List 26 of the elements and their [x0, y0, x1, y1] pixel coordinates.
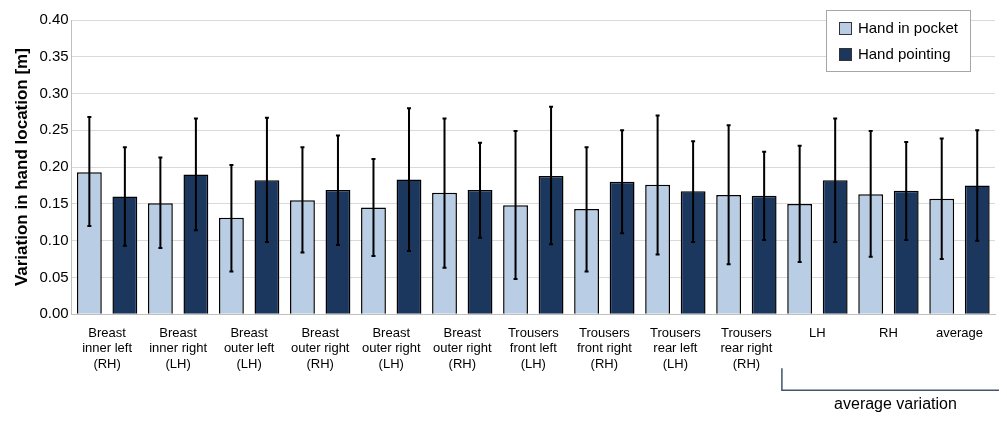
x-tick-label: RH: [879, 324, 898, 340]
y-tick-label: 0.25: [39, 120, 69, 138]
x-tick-label: Trousers rear left (LH): [649, 324, 702, 371]
y-tick-label: 0.15: [39, 194, 69, 212]
x-tick-label: Breast inner left (RH): [82, 324, 133, 371]
legend-label: Hand pointing: [857, 44, 951, 64]
y-tick-label: 0.40: [39, 10, 69, 28]
x-tick-label: Breast inner right (LH): [149, 324, 208, 371]
y-tick-label: 0.20: [39, 157, 69, 175]
x-tick-label: Breast outer right (RH): [290, 324, 350, 371]
legend-label: Hand in pocket: [857, 18, 958, 38]
y-tick-label: 0.10: [39, 230, 69, 248]
x-tick-label: average: [935, 324, 983, 340]
x-tick-label: Breast outer left (LH): [223, 324, 275, 371]
y-tick-label: 0.05: [39, 267, 69, 285]
x-tick-label: Breast outer right (RH): [432, 324, 492, 371]
x-tick-label: Trousers front right (RH): [576, 324, 633, 371]
x-tick-label: Breast outer right (LH): [361, 324, 421, 371]
y-tick-label: 0.35: [39, 46, 69, 64]
x-tick-label: LH: [809, 324, 826, 340]
y-tick-label: 0.30: [39, 83, 69, 101]
x-tick-label: Trousers rear right (RH): [720, 324, 773, 371]
y-tick-label: 0.00: [39, 304, 69, 322]
y-axis-title: Variation in hand location [m]: [11, 48, 31, 287]
text: average variation: [834, 394, 957, 412]
x-tick-label: Trousers front left (LH): [507, 324, 560, 371]
